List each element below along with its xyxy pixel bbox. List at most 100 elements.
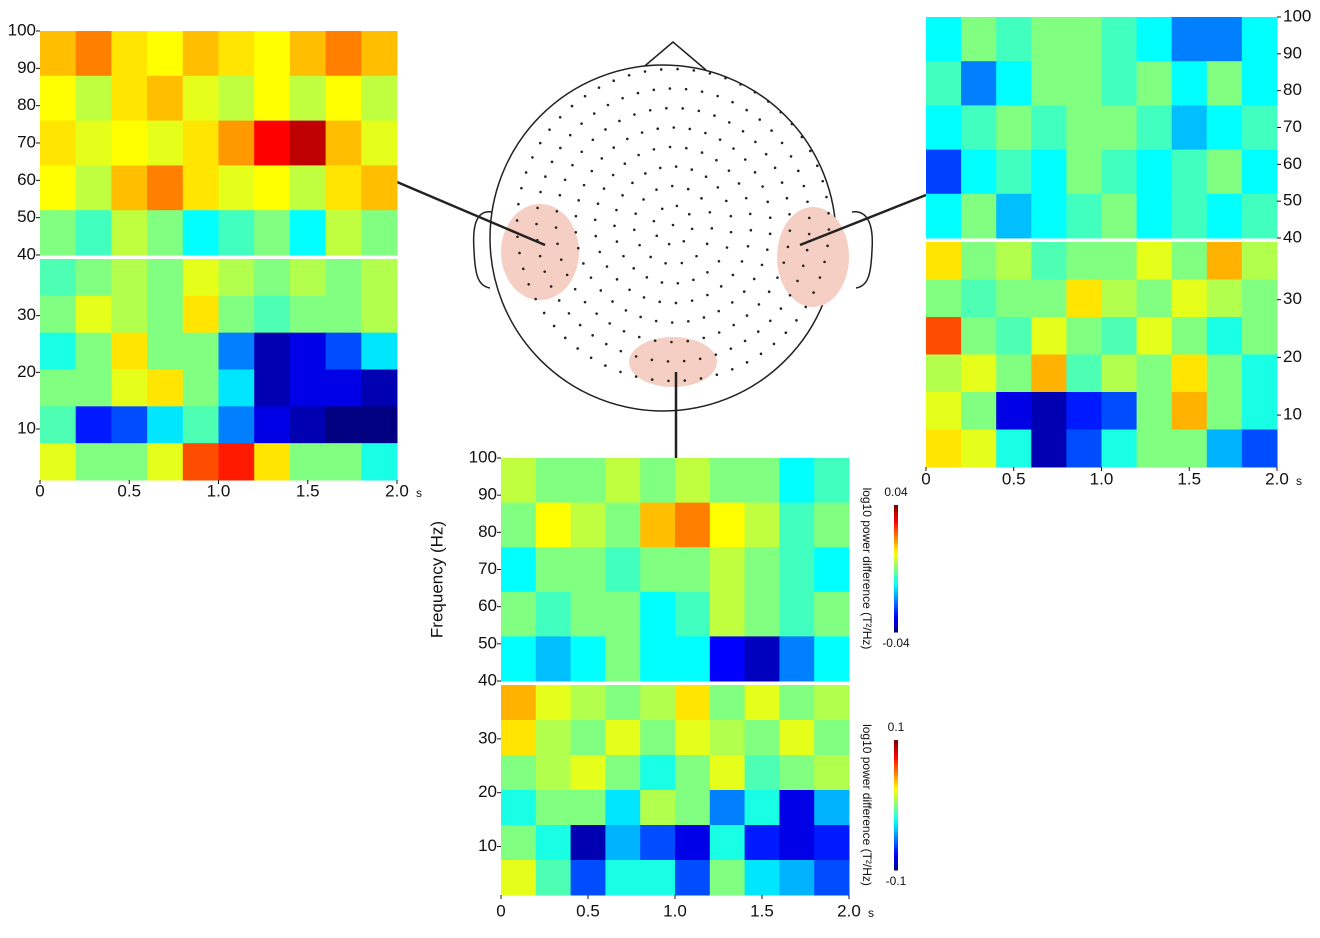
y-tick-label: 50 bbox=[17, 207, 36, 226]
heatmap-cell bbox=[1031, 17, 1067, 62]
heatmap-cell bbox=[147, 369, 184, 407]
colorbar-segment bbox=[894, 590, 898, 595]
sensor bbox=[731, 273, 735, 277]
y-tick-label: 60 bbox=[1283, 154, 1302, 173]
heatmap-cell bbox=[325, 259, 362, 297]
x-tick-label: 0.5 bbox=[576, 901, 600, 920]
sensor bbox=[658, 300, 661, 304]
sensor bbox=[766, 248, 769, 251]
heatmap-cell bbox=[605, 636, 641, 682]
colorbar-tick-label: 0.04 bbox=[884, 485, 908, 499]
heatmap-cell bbox=[1171, 149, 1208, 195]
sensor bbox=[520, 186, 523, 190]
heatmap-cell bbox=[361, 443, 398, 481]
heatmap-cell bbox=[605, 790, 641, 826]
sensor bbox=[589, 356, 593, 360]
sensor bbox=[674, 165, 678, 168]
heatmap-cell bbox=[640, 685, 676, 721]
colorbar-segment bbox=[894, 549, 898, 554]
sensor bbox=[622, 329, 626, 333]
colorbar-segment bbox=[894, 546, 898, 550]
heatmap-cell bbox=[1206, 392, 1243, 430]
heatmap-cell bbox=[640, 790, 676, 826]
heatmap-cell bbox=[605, 720, 641, 756]
heatmap-cell bbox=[501, 755, 537, 791]
heatmap-cell bbox=[182, 31, 219, 77]
left-ear bbox=[472, 211, 493, 289]
sensor bbox=[756, 330, 760, 333]
heatmap-cell bbox=[709, 502, 746, 548]
heatmap-cell bbox=[744, 547, 780, 593]
heatmap-cell bbox=[147, 31, 184, 77]
heatmap-cell bbox=[605, 685, 641, 721]
heatmap-cell bbox=[501, 458, 537, 504]
sensor bbox=[732, 323, 735, 327]
heatmap-cell bbox=[535, 458, 572, 504]
sensor bbox=[613, 224, 616, 228]
sensor bbox=[801, 264, 805, 268]
heatmap-cell bbox=[40, 75, 77, 122]
heatmap-cell bbox=[218, 259, 255, 297]
heatmap-cell bbox=[1171, 392, 1208, 430]
colorbar-segment bbox=[894, 622, 898, 627]
sensor bbox=[559, 146, 562, 150]
sensor bbox=[760, 263, 764, 267]
colorbar-segment bbox=[894, 818, 898, 822]
colorbar-segment bbox=[894, 808, 898, 812]
sensor bbox=[681, 107, 684, 110]
sensor bbox=[717, 309, 721, 313]
sensor bbox=[544, 175, 547, 178]
sensor bbox=[611, 173, 615, 177]
heatmap-cell bbox=[218, 31, 255, 77]
sensor bbox=[730, 301, 734, 304]
sensor bbox=[713, 114, 716, 117]
sensor bbox=[604, 342, 608, 346]
heatmap-cell bbox=[675, 591, 711, 637]
sensor bbox=[593, 218, 597, 222]
heatmap-cell bbox=[1171, 193, 1208, 239]
colorbar-segment bbox=[894, 801, 898, 806]
colorbar-segment bbox=[894, 514, 898, 519]
heatmap-cell bbox=[814, 502, 850, 548]
colorbar-segment bbox=[894, 785, 898, 790]
sensor bbox=[640, 131, 644, 134]
heatmap-cell bbox=[744, 458, 780, 504]
colorbar-segment bbox=[894, 792, 898, 796]
heatmap-cell bbox=[535, 685, 572, 721]
colorbar-segment bbox=[894, 619, 898, 623]
colorbar-segment bbox=[894, 527, 898, 531]
heatmap-cell bbox=[289, 406, 327, 444]
heatmap-cell bbox=[75, 120, 112, 166]
colorbar-segment bbox=[894, 824, 898, 829]
heatmap-cell bbox=[779, 860, 815, 896]
colorbar-segment bbox=[894, 749, 898, 754]
heatmap-cell bbox=[1101, 242, 1138, 280]
colorbar-segment bbox=[894, 587, 898, 592]
heatmap-cell bbox=[218, 120, 255, 166]
heatmap-cell bbox=[535, 755, 572, 791]
colorbar-segment bbox=[894, 847, 898, 851]
sensor bbox=[684, 87, 688, 91]
sensor bbox=[737, 182, 741, 185]
sensor bbox=[700, 151, 704, 154]
heatmap-cell bbox=[182, 210, 219, 256]
sensor bbox=[688, 127, 692, 131]
heatmap-cell bbox=[361, 259, 398, 297]
heatmap-cell bbox=[1031, 317, 1067, 355]
heatmap-cell bbox=[111, 120, 148, 166]
sensor bbox=[654, 319, 658, 323]
heatmap-cell bbox=[605, 860, 641, 896]
sensor bbox=[802, 184, 806, 188]
sensor bbox=[568, 133, 572, 137]
sensor bbox=[655, 188, 658, 191]
sensor bbox=[576, 347, 579, 350]
sensor bbox=[567, 312, 571, 315]
heatmap-cell bbox=[254, 75, 291, 122]
heatmap-cell bbox=[1136, 105, 1173, 151]
heatmap-cell bbox=[1066, 149, 1102, 195]
colorbar-segment bbox=[894, 508, 898, 512]
sensor bbox=[571, 163, 574, 167]
heatmap-cell bbox=[814, 720, 850, 756]
heatmap-cell bbox=[779, 547, 815, 593]
sensor bbox=[598, 250, 602, 254]
